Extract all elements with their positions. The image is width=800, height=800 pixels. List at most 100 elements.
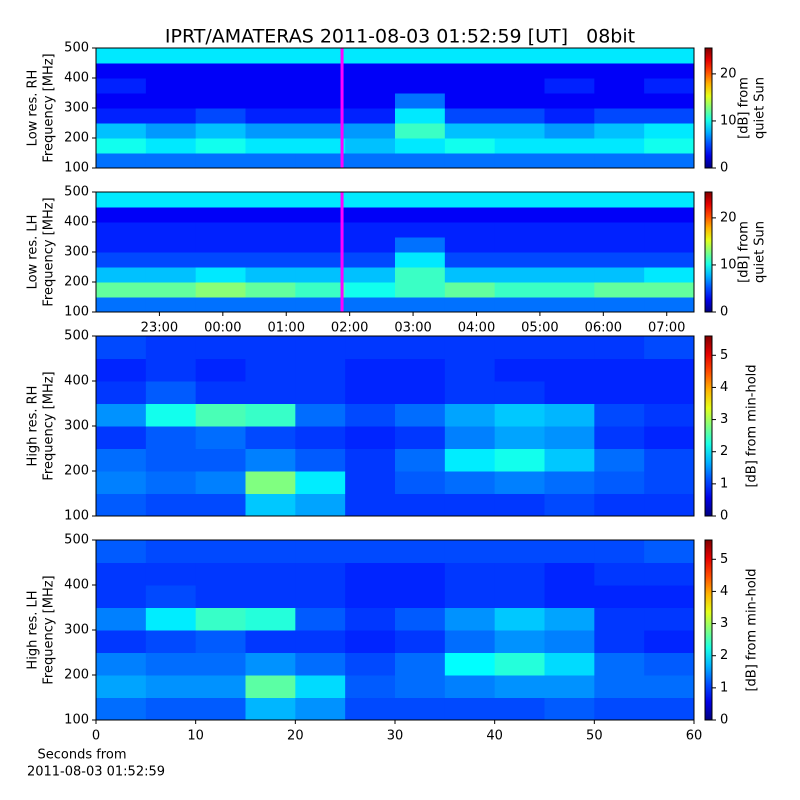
heatmap-cell bbox=[96, 222, 147, 238]
heatmap-cell bbox=[544, 403, 595, 427]
heatmap-cell bbox=[594, 448, 645, 472]
y-tick-label: 300 bbox=[64, 623, 89, 638]
heatmap-cell bbox=[96, 267, 147, 283]
heatmap-cell bbox=[245, 48, 296, 64]
heatmap-cell bbox=[494, 471, 545, 494]
heatmap-cell bbox=[96, 192, 147, 208]
heatmap-cell bbox=[295, 358, 346, 382]
heatmap-cell bbox=[644, 93, 695, 109]
heatmap-cell bbox=[345, 138, 396, 154]
y-axis-label: Frequency [MHz] bbox=[42, 197, 57, 306]
heatmap-cell bbox=[494, 336, 545, 359]
x-tick-label: 50 bbox=[586, 729, 603, 744]
heatmap-cell bbox=[644, 471, 695, 494]
heatmap-cell bbox=[145, 63, 197, 79]
y-tick-label: 400 bbox=[64, 215, 89, 230]
heatmap-cell bbox=[544, 540, 595, 563]
heatmap-cell bbox=[245, 267, 296, 283]
heatmap-cell bbox=[195, 493, 246, 517]
heatmap-cell bbox=[195, 123, 246, 139]
heatmap-cell bbox=[295, 675, 346, 698]
heatmap-cell bbox=[96, 403, 147, 427]
heatmap-cell bbox=[644, 540, 695, 563]
heatmap-cell bbox=[295, 540, 346, 563]
heatmap-cell bbox=[594, 63, 645, 79]
y-tick-label: 100 bbox=[64, 509, 89, 524]
heatmap-cell bbox=[145, 448, 197, 472]
heatmap-cell bbox=[594, 123, 645, 139]
colorbar-tick-label: 20 bbox=[720, 210, 737, 225]
heatmap-cell bbox=[644, 237, 695, 253]
heatmap-cell bbox=[345, 297, 396, 313]
heatmap-cell bbox=[295, 336, 346, 359]
heatmap-cell bbox=[345, 336, 396, 359]
heatmap-cell bbox=[395, 426, 446, 449]
heatmap-cell bbox=[544, 697, 595, 721]
heatmap-cell bbox=[145, 585, 197, 608]
heatmap-cell bbox=[395, 381, 446, 404]
heatmap-cell bbox=[245, 607, 296, 631]
heatmap-cell bbox=[295, 237, 346, 253]
heatmap-cell bbox=[444, 78, 496, 94]
heatmap-cell bbox=[544, 153, 595, 169]
colorbar-label: [dB] from min-hold bbox=[745, 568, 760, 691]
heatmap-cell bbox=[494, 630, 545, 653]
heatmap-cell bbox=[644, 403, 695, 427]
heatmap-cell bbox=[594, 585, 645, 608]
heatmap-cell bbox=[195, 675, 246, 698]
heatmap-cell bbox=[644, 562, 695, 586]
heatmap-cell bbox=[245, 336, 296, 359]
heatmap-cell bbox=[145, 675, 197, 698]
heatmap-cell bbox=[644, 63, 695, 79]
heatmap-cell bbox=[96, 358, 147, 382]
heatmap-cell bbox=[494, 78, 545, 94]
heatmap-cell bbox=[594, 153, 645, 169]
heatmap-cell bbox=[494, 252, 545, 268]
heatmap-cell bbox=[395, 562, 446, 586]
heatmap-cell bbox=[295, 138, 346, 154]
heatmap-cell bbox=[245, 426, 296, 449]
heatmap-cell bbox=[345, 192, 396, 208]
colorbar-label: [dB] from bbox=[737, 221, 752, 283]
heatmap-cell bbox=[644, 108, 695, 124]
heatmap-cell bbox=[195, 585, 246, 608]
colorbar-tick-label: 3 bbox=[720, 616, 728, 631]
heatmap-cell bbox=[444, 562, 496, 586]
heatmap-cell bbox=[245, 652, 296, 676]
heatmap-cell bbox=[295, 403, 346, 427]
heatmap-cell bbox=[145, 426, 197, 449]
heatmap-cell bbox=[145, 471, 197, 494]
heatmap-cell bbox=[644, 607, 695, 631]
y-axis-label: Frequency [MHz] bbox=[42, 53, 57, 162]
heatmap-cell bbox=[96, 123, 147, 139]
heatmap-cell bbox=[395, 78, 446, 94]
heatmap-cell bbox=[494, 426, 545, 449]
heatmap-cell bbox=[295, 192, 346, 208]
heatmap-cell bbox=[145, 252, 197, 268]
heatmap-cell bbox=[195, 138, 246, 154]
heatmap-cell bbox=[494, 237, 545, 253]
heatmap-cell bbox=[644, 48, 695, 64]
heatmap-cell bbox=[594, 540, 645, 563]
heatmap-cell bbox=[444, 282, 496, 298]
heatmap-cell bbox=[145, 630, 197, 653]
heatmap-cell bbox=[395, 675, 446, 698]
heatmap-cell bbox=[594, 562, 645, 586]
heatmap-cell bbox=[245, 493, 296, 517]
heatmap-cell bbox=[345, 267, 396, 283]
x-tick-label: 02:00 bbox=[331, 321, 368, 336]
heatmap-cell bbox=[444, 675, 496, 698]
heatmap-cell bbox=[195, 697, 246, 721]
x-axis-label: Seconds from bbox=[37, 748, 126, 763]
x-tick-label: 20 bbox=[287, 729, 304, 744]
heatmap-cell bbox=[245, 153, 296, 169]
heatmap-cell bbox=[544, 138, 595, 154]
heatmap-cell bbox=[96, 297, 147, 313]
heatmap-cell bbox=[444, 607, 496, 631]
colorbar-tick-label: 2 bbox=[720, 444, 728, 459]
heatmap-cell bbox=[245, 282, 296, 298]
heatmap-cell bbox=[195, 282, 246, 298]
heatmap-cell bbox=[544, 448, 595, 472]
heatmap-cell bbox=[295, 63, 346, 79]
heatmap-cell bbox=[494, 493, 545, 517]
